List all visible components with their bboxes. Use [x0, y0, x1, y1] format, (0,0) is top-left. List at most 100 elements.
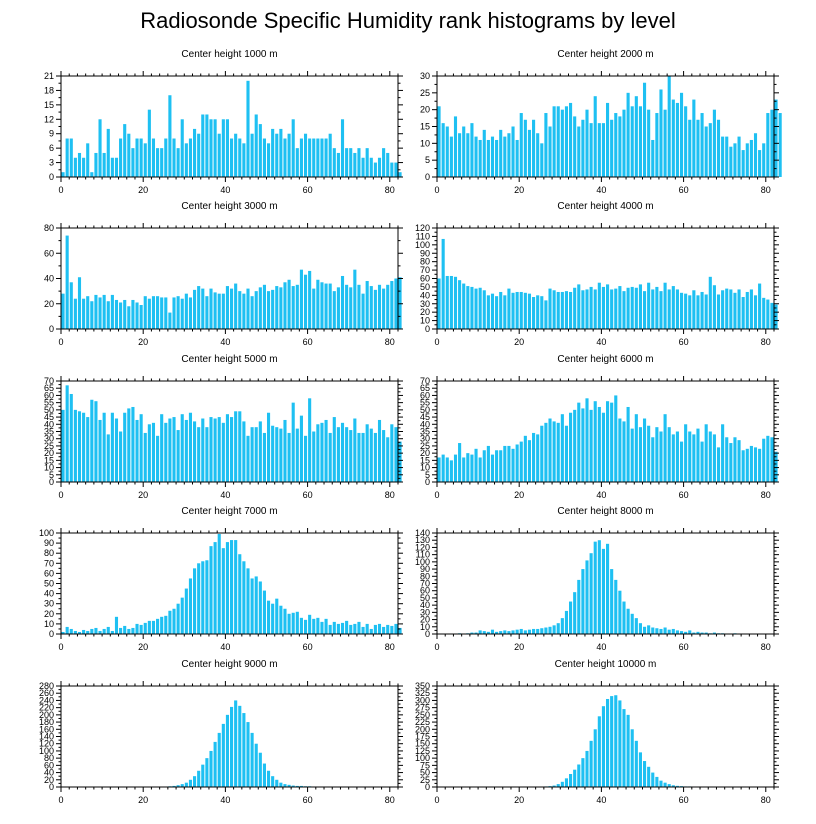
histogram-bar — [176, 296, 180, 329]
histogram-bar — [453, 276, 458, 329]
y-tick-label: 280 — [39, 681, 54, 691]
histogram-bar — [614, 288, 618, 329]
histogram-bar — [266, 600, 271, 634]
histogram-bar — [585, 109, 589, 177]
histogram-bar — [316, 279, 320, 329]
histogram-bar — [110, 630, 114, 634]
histogram-bar — [386, 437, 390, 482]
histogram-bar — [503, 445, 507, 482]
histogram-bar — [135, 419, 139, 482]
histogram-bar — [65, 385, 69, 482]
histogram-bar — [548, 626, 552, 634]
histogram-bar — [73, 298, 77, 329]
histogram-bar — [102, 152, 106, 177]
histogram-bar — [197, 133, 201, 177]
histogram-bar — [630, 286, 634, 329]
histogram-bar — [336, 152, 340, 177]
histogram-bar — [98, 630, 102, 634]
histogram-bar — [712, 109, 716, 177]
histogram-bar — [324, 618, 328, 634]
histogram-bar — [373, 162, 377, 177]
histogram-bar — [390, 625, 394, 634]
histogram-bar — [312, 431, 316, 482]
histogram-bar — [560, 618, 564, 634]
x-tick-label: 20 — [138, 490, 148, 500]
histogram-bar — [361, 432, 365, 482]
histogram-bar — [213, 418, 217, 482]
y-tick-label: 0 — [425, 172, 430, 182]
histogram-bar — [221, 723, 225, 788]
histogram-panel-10: Center height 10000 m0 20 40 60 800255075100… — [415, 659, 779, 805]
x-tick-label: 80 — [761, 185, 771, 195]
histogram-bar — [638, 284, 642, 329]
histogram-bar — [225, 714, 229, 787]
histogram-bar — [647, 282, 651, 329]
x-tick-label: 60 — [303, 642, 313, 652]
histogram-bar — [209, 417, 213, 482]
histogram-bar — [515, 444, 519, 482]
histogram-bar — [213, 292, 217, 329]
histogram-bar — [569, 412, 573, 482]
histogram-bar — [73, 157, 77, 177]
page-title: Radiosonde Specific Humidity rank histog… — [140, 8, 676, 33]
y-tick-label: 130 — [415, 535, 430, 545]
histogram-bar — [258, 124, 262, 177]
histogram-bar — [630, 428, 634, 482]
histogram-bar — [258, 421, 262, 482]
histogram-bar — [279, 128, 283, 177]
y-tick-label: 140 — [39, 732, 54, 742]
histogram-bar — [230, 288, 234, 329]
histogram-bar — [663, 627, 667, 634]
histogram-bar — [197, 770, 201, 787]
histogram-bar — [361, 293, 365, 329]
histogram-bar — [291, 119, 295, 177]
y-tick-label: 40 — [44, 274, 54, 284]
histogram-bar — [246, 568, 250, 634]
histogram-bar — [544, 422, 548, 482]
histogram-bar — [160, 148, 164, 177]
histogram-bar — [139, 305, 143, 329]
histogram-bar — [647, 425, 651, 482]
histogram-bar — [523, 630, 527, 634]
histogram-bar — [766, 113, 770, 177]
histogram-bar — [242, 293, 246, 329]
y-tick-label: 50 — [44, 579, 54, 589]
histogram-bar — [312, 138, 316, 177]
histogram-bar — [536, 295, 540, 329]
histogram-bar — [205, 427, 209, 482]
histogram-bar — [573, 592, 577, 634]
histogram-bar — [696, 119, 700, 177]
histogram-bar — [745, 143, 749, 177]
histogram-bar — [696, 295, 700, 329]
histogram-bar — [373, 289, 377, 329]
histogram-bar — [176, 430, 180, 482]
x-tick-label: 40 — [596, 642, 606, 652]
histogram-bar — [659, 89, 663, 177]
histogram-bar — [540, 296, 544, 329]
y-tick-label: 5 — [425, 470, 430, 480]
histogram-bar — [345, 427, 349, 482]
histogram-bar — [86, 296, 90, 329]
y-tick-label: 60 — [44, 390, 54, 400]
histogram-bar — [614, 579, 618, 634]
histogram-bar — [737, 440, 741, 482]
histogram-bar — [495, 139, 499, 177]
histogram-bar — [642, 291, 647, 330]
y-tick-label: 110 — [416, 231, 430, 241]
histogram-bar — [382, 626, 386, 634]
histogram-bar — [201, 418, 205, 482]
histogram-bar — [258, 581, 262, 634]
histogram-bar — [741, 297, 745, 329]
histogram-bar — [102, 412, 106, 482]
histogram-bar — [238, 138, 242, 177]
histogram-bar — [262, 138, 266, 177]
histogram-bar — [716, 294, 721, 329]
y-tick-label: 70 — [44, 376, 54, 386]
histogram-bar — [733, 292, 737, 329]
histogram-bar — [184, 143, 188, 177]
histogram-bar — [548, 288, 552, 329]
histogram-bar — [340, 275, 345, 329]
histogram-bar — [725, 288, 729, 329]
histogram-bar — [696, 428, 700, 482]
histogram-bar — [708, 431, 712, 482]
